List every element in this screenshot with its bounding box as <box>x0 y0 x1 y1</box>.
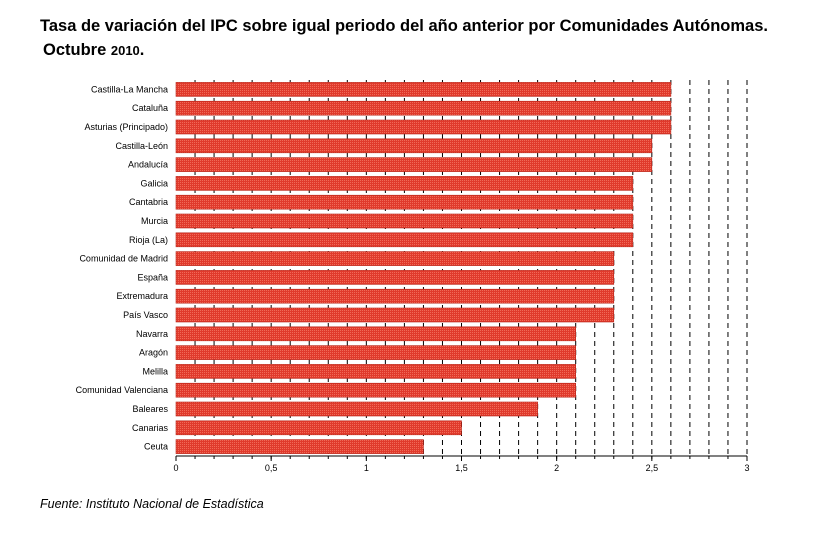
category-label: País Vasco <box>123 310 168 320</box>
gridlines <box>194 80 748 456</box>
x-axis: 0 0,5 1 1,5 2 2,5 3 <box>173 455 750 473</box>
bar <box>175 194 634 210</box>
bar <box>175 345 577 360</box>
x-tick-label: 0 <box>173 463 178 473</box>
category-label: Asturias (Principado) <box>84 122 168 132</box>
x-tick-label: 2 <box>554 463 559 473</box>
chart-title: Tasa de variación del IPC sobre igual pe… <box>40 14 768 63</box>
category-label: Andalucía <box>128 160 168 170</box>
title-year: 2010 <box>110 43 140 58</box>
bar <box>175 288 615 304</box>
title-line-2: Octubre 2010. <box>40 38 768 63</box>
x-tick-label: 2,5 <box>646 463 659 473</box>
category-label: Aragón <box>139 348 168 358</box>
bar <box>175 307 615 323</box>
bar <box>175 326 577 342</box>
bar <box>175 157 653 172</box>
category-label: Melilla <box>142 366 168 376</box>
bar <box>175 213 634 229</box>
bar <box>175 401 538 417</box>
x-tick-label: 0,5 <box>265 463 278 473</box>
category-label: Ceuta <box>144 442 168 452</box>
category-label: Comunidad Valenciana <box>76 385 168 395</box>
category-label: Rioja (La) <box>129 235 168 245</box>
source-note: Fuente: Instituto Nacional de Estadístic… <box>40 497 264 511</box>
bar <box>175 251 615 266</box>
category-label: Galicia <box>140 178 168 188</box>
category-label: Cataluña <box>132 103 168 113</box>
bar <box>175 138 653 154</box>
category-label: Murcia <box>141 216 168 226</box>
title-month: Octubre <box>43 41 111 59</box>
category-labels: Castilla-La Mancha Cataluña Asturias (Prin… <box>76 84 169 451</box>
bar <box>175 270 615 285</box>
category-label: Castilla-La Mancha <box>91 84 168 94</box>
bar <box>175 119 672 135</box>
bar <box>175 176 634 191</box>
bar <box>175 382 577 398</box>
bar <box>175 82 672 97</box>
category-label: Navarra <box>136 329 168 339</box>
x-tick-label: 1,5 <box>455 463 468 473</box>
category-label: Cantabria <box>129 197 168 207</box>
bar <box>175 100 672 116</box>
category-label: Baleares <box>132 404 168 414</box>
category-label: Extremadura <box>116 291 168 301</box>
x-tick-label: 1 <box>364 463 369 473</box>
category-label: Comunidad de Madrid <box>79 254 168 264</box>
bar <box>175 420 462 436</box>
bars <box>175 82 672 454</box>
bar <box>175 232 634 248</box>
x-tick-label: 3 <box>744 463 749 473</box>
category-label: Canarias <box>132 423 169 433</box>
bar <box>175 364 577 379</box>
category-label: España <box>137 272 168 282</box>
category-label: Castilla-León <box>115 141 168 151</box>
title-period: . <box>139 41 145 59</box>
title-line-1: Tasa de variación del IPC sobre igual pe… <box>40 17 768 35</box>
bar <box>175 439 424 454</box>
